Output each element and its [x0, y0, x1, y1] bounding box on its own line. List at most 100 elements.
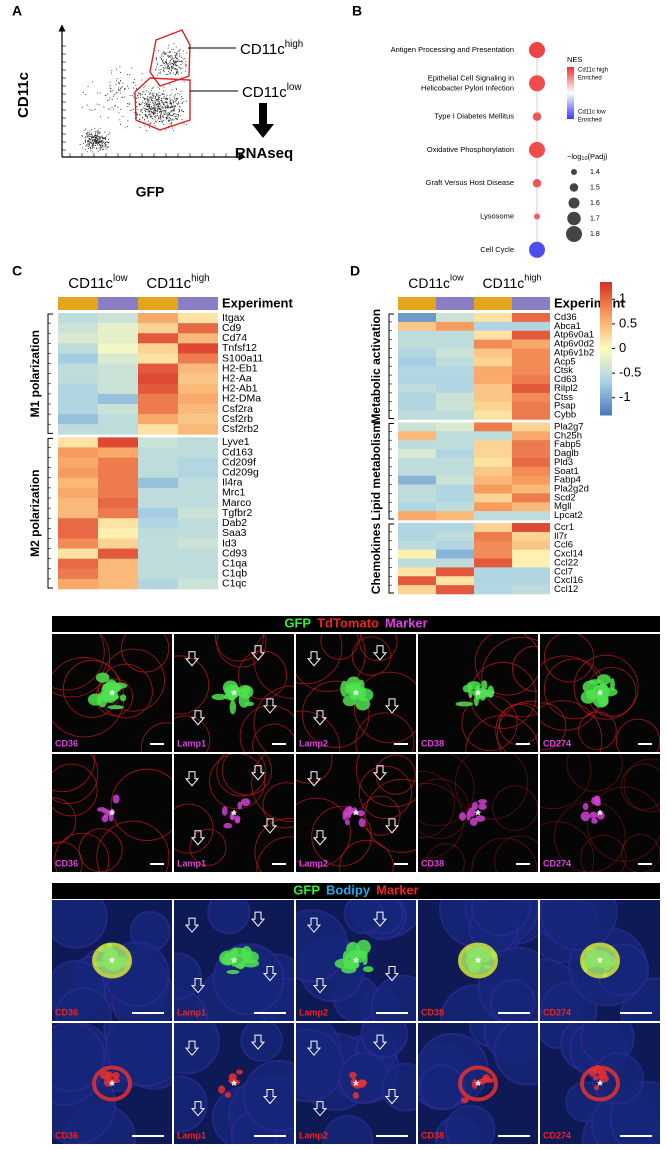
event-dot: [174, 106, 176, 108]
heatmap-cell: [474, 511, 512, 521]
cell-signal: [472, 687, 489, 699]
event-dot: [99, 145, 101, 147]
event-dot: [177, 114, 179, 116]
legend-title-part: −log: [567, 152, 581, 161]
colorbar-slice: [600, 332, 612, 336]
event-dot: [153, 107, 155, 109]
micrograph: *Lamp1: [174, 754, 294, 872]
event-dot: [177, 73, 179, 75]
heatmap-cell: [436, 449, 474, 459]
adipocyte-outline: [221, 754, 272, 796]
event-dot: [109, 87, 111, 89]
adipocyte-outline: [580, 834, 627, 872]
event-dot: [135, 97, 137, 99]
event-dot: [176, 58, 178, 60]
arrow: [306, 771, 322, 787]
marker-caption: Lamp2: [299, 1130, 328, 1140]
heatmap-cell: [138, 538, 178, 549]
adipocyte-outline: [262, 782, 294, 829]
colorbar-slice: [600, 335, 612, 338]
event-dot: [85, 136, 87, 138]
event-dot: [160, 110, 162, 112]
heatmap-cell: [436, 540, 474, 550]
adipocyte-outline: [52, 841, 83, 872]
cell-signal: [103, 813, 109, 818]
pathway-label: Cell Cycle: [480, 245, 514, 254]
cell-signal: [344, 819, 350, 826]
event-dot: [168, 119, 170, 121]
event-dot: [93, 137, 95, 138]
heatmap-cell: [178, 558, 218, 570]
cell-signal: [481, 680, 488, 690]
event-dot: [95, 147, 97, 149]
event-dot: [145, 104, 147, 106]
event-dot: [135, 84, 137, 86]
gate-label-sup: high: [285, 39, 303, 50]
event-dot: [166, 63, 167, 64]
panel-label: C: [12, 263, 22, 279]
heatmap-cell: [474, 466, 512, 476]
event-dot: [112, 90, 114, 92]
event-dot: [150, 90, 152, 91]
event-dot: [148, 105, 150, 107]
event-dot: [171, 55, 173, 57]
adipocyte-outline: [52, 754, 95, 793]
event-dot: [173, 101, 175, 103]
event-dot: [103, 141, 105, 143]
event-dot: [100, 140, 102, 142]
heatmap-cell: [178, 518, 218, 529]
adipocyte-outline: [52, 1023, 106, 1092]
colorbar-slice: [600, 350, 612, 354]
micrograph: *CD36: [52, 1023, 172, 1144]
event-dot: [163, 62, 165, 64]
gene-label: Cd163: [222, 446, 253, 458]
event-dot: [158, 101, 160, 103]
event-dot: [180, 68, 181, 70]
event-dot: [171, 58, 173, 60]
asterisk: *: [231, 807, 237, 823]
column-group-label-base: CD11c: [483, 275, 525, 291]
cell-signal: [341, 965, 357, 974]
event-dot: [144, 113, 146, 115]
event-dot: [172, 60, 174, 62]
heatmap-cell: [436, 585, 474, 595]
event-dot: [158, 117, 160, 119]
size-legend-dot: [568, 197, 580, 209]
colorbar-slice: [600, 313, 612, 316]
event-dot: [169, 72, 171, 74]
event-dot: [183, 81, 185, 83]
gene-label: Rilpl2: [554, 383, 578, 394]
event-dot: [140, 111, 142, 113]
event-dot: [157, 107, 159, 109]
event-dot: [158, 50, 159, 51]
arrow: [306, 1040, 322, 1056]
event-dot: [87, 136, 89, 138]
gene-label: C1qa: [222, 558, 247, 570]
event-dot: [92, 143, 94, 145]
event-dot: [100, 142, 102, 144]
event-dot: [154, 100, 156, 102]
heatmap-cell: [512, 466, 550, 476]
event-dot: [106, 93, 108, 95]
event-dot: [94, 139, 96, 140]
event-dot: [133, 82, 135, 84]
cell-signal: [459, 812, 467, 821]
heatmap-cell: [178, 498, 218, 509]
heatmap-cell: [398, 475, 436, 485]
adipocyte-outline: [355, 754, 416, 808]
event-dot: [92, 140, 94, 142]
event-dot: [90, 139, 92, 140]
event-dot: [137, 97, 139, 99]
event-dot: [180, 98, 182, 100]
event-dot: [166, 94, 168, 96]
event-dot: [173, 64, 175, 66]
event-dot: [92, 147, 93, 149]
event-dot: [169, 112, 170, 114]
marker-caption: Lamp1: [177, 738, 206, 748]
heatmap-cell: [138, 353, 178, 364]
heatmap-cell: [98, 343, 138, 354]
event-dot: [139, 114, 141, 116]
asterisk: *: [475, 687, 481, 703]
event-dot: [146, 104, 148, 106]
event-dot: [154, 97, 156, 99]
